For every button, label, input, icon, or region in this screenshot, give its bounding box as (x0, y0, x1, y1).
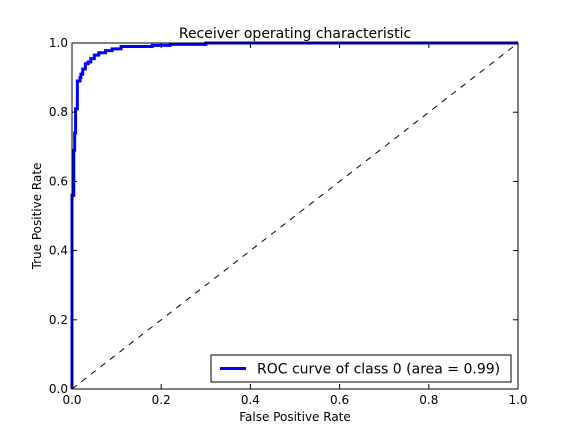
y-tick-label: 0.6 (49, 174, 68, 188)
y-axis-label: True Positive Rate (30, 163, 44, 271)
x-tick-label: 0.2 (152, 393, 171, 407)
y-tick-label: 1.0 (49, 36, 68, 50)
x-tick-label: 0.0 (62, 393, 81, 407)
legend: ROC curve of class 0 (area = 0.99) (210, 354, 512, 383)
x-axis-label: False Positive Rate (239, 410, 351, 424)
ticks-layer: 0.0 0.2 0.4 0.6 0.8 1.0 0.0 0.2 0.4 0.6 0.8 1.0 (49, 36, 528, 407)
chance-diagonal-line (71, 42, 519, 390)
series-layer (70, 41, 519, 390)
y-tick-label: 0.0 (49, 382, 68, 396)
x-tick-label: 0.4 (241, 393, 260, 407)
legend-box (210, 354, 512, 383)
plot-frame (71, 42, 519, 390)
x-tick-label: 0.8 (419, 393, 438, 407)
x-tick-label: 1.0 (508, 393, 527, 407)
y-tick-label: 0.2 (49, 313, 68, 327)
y-tick-label: 0.4 (49, 244, 68, 258)
x-tick-label: 0.6 (330, 393, 349, 407)
legend-label-roc: ROC curve of class 0 (area = 0.99) (257, 362, 500, 378)
y-tick-label: 0.8 (49, 105, 68, 119)
chart-title: Receiver operating characteristic (179, 26, 411, 42)
roc-curve-line (70, 41, 518, 389)
